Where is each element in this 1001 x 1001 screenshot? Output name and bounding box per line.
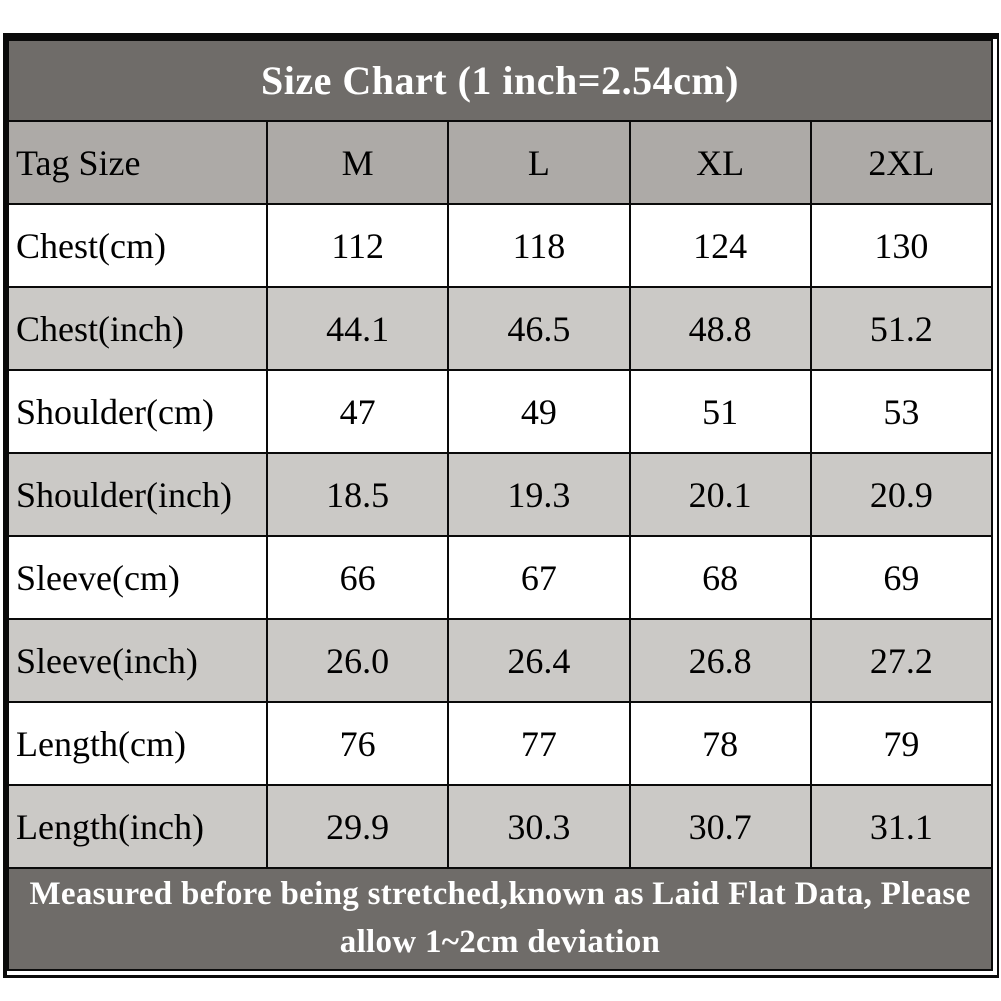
cell-value: 46.5 — [447, 286, 631, 371]
cell-value: 44.1 — [266, 286, 450, 371]
cell-value: 29.9 — [266, 784, 450, 869]
cell-value: 27.2 — [809, 618, 994, 703]
cell-value: 76 — [266, 701, 450, 786]
cell-value: 26.8 — [628, 618, 812, 703]
cell-value: 78 — [628, 701, 812, 786]
row-label: Shoulder(inch) — [6, 452, 269, 537]
cell-value: 130 — [809, 203, 994, 288]
row-label: Sleeve(cm) — [6, 535, 269, 620]
size-chart-table-frame: Size Chart (1 inch=2.54cm) Tag Size M L … — [3, 33, 999, 978]
header-row: Tag Size M L XL 2XL — [6, 120, 994, 205]
cell-value: 53 — [809, 369, 994, 454]
column-header-2xl: 2XL — [809, 120, 994, 205]
table-row-length-cm: Length(cm) 76 77 78 79 — [6, 701, 994, 786]
table-row-sleeve-inch: Sleeve(inch) 26.0 26.4 26.8 27.2 — [6, 618, 994, 703]
column-header-tag-size: Tag Size — [6, 120, 269, 205]
cell-value: 67 — [447, 535, 631, 620]
cell-value: 48.8 — [628, 286, 812, 371]
row-label: Chest(inch) — [6, 286, 269, 371]
cell-value: 19.3 — [447, 452, 631, 537]
cell-value: 49 — [447, 369, 631, 454]
column-header-m: M — [266, 120, 450, 205]
cell-value: 124 — [628, 203, 812, 288]
row-label: Sleeve(inch) — [6, 618, 269, 703]
cell-value: 31.1 — [809, 784, 994, 869]
table-row-shoulder-cm: Shoulder(cm) 47 49 51 53 — [6, 369, 994, 454]
measurement-note: Measured before being stretched,known as… — [7, 867, 993, 971]
table-row-chest-inch: Chest(inch) 44.1 46.5 48.8 51.2 — [6, 286, 994, 371]
cell-value: 79 — [809, 701, 994, 786]
cell-value: 51 — [628, 369, 812, 454]
cell-value: 47 — [266, 369, 450, 454]
cell-value: 18.5 — [266, 452, 450, 537]
cell-value: 26.4 — [447, 618, 631, 703]
cell-value: 51.2 — [809, 286, 994, 371]
column-header-xl: XL — [628, 120, 812, 205]
cell-value: 30.3 — [447, 784, 631, 869]
table-row-chest-cm: Chest(cm) 112 118 124 130 — [6, 203, 994, 288]
cell-value: 118 — [447, 203, 631, 288]
cell-value: 69 — [809, 535, 994, 620]
table-row-sleeve-cm: Sleeve(cm) 66 67 68 69 — [6, 535, 994, 620]
cell-value: 68 — [628, 535, 812, 620]
title-row: Size Chart (1 inch=2.54cm) — [7, 39, 993, 122]
size-chart-title: Size Chart (1 inch=2.54cm) — [7, 39, 993, 122]
cell-value: 66 — [266, 535, 450, 620]
row-label: Length(inch) — [6, 784, 269, 869]
size-chart-table: Size Chart (1 inch=2.54cm) Tag Size M L … — [6, 39, 994, 971]
table-row-shoulder-inch: Shoulder(inch) 18.5 19.3 20.1 20.9 — [6, 452, 994, 537]
table-row-length-inch: Length(inch) 29.9 30.3 30.7 31.1 — [6, 784, 994, 869]
cell-value: 30.7 — [628, 784, 812, 869]
cell-value: 112 — [266, 203, 450, 288]
column-header-l: L — [447, 120, 631, 205]
cell-value: 26.0 — [266, 618, 450, 703]
footer-row: Measured before being stretched,known as… — [7, 867, 993, 971]
row-label: Chest(cm) — [6, 203, 269, 288]
cell-value: 20.9 — [809, 452, 994, 537]
row-label: Shoulder(cm) — [6, 369, 269, 454]
cell-value: 77 — [447, 701, 631, 786]
cell-value: 20.1 — [628, 452, 812, 537]
row-label: Length(cm) — [6, 701, 269, 786]
